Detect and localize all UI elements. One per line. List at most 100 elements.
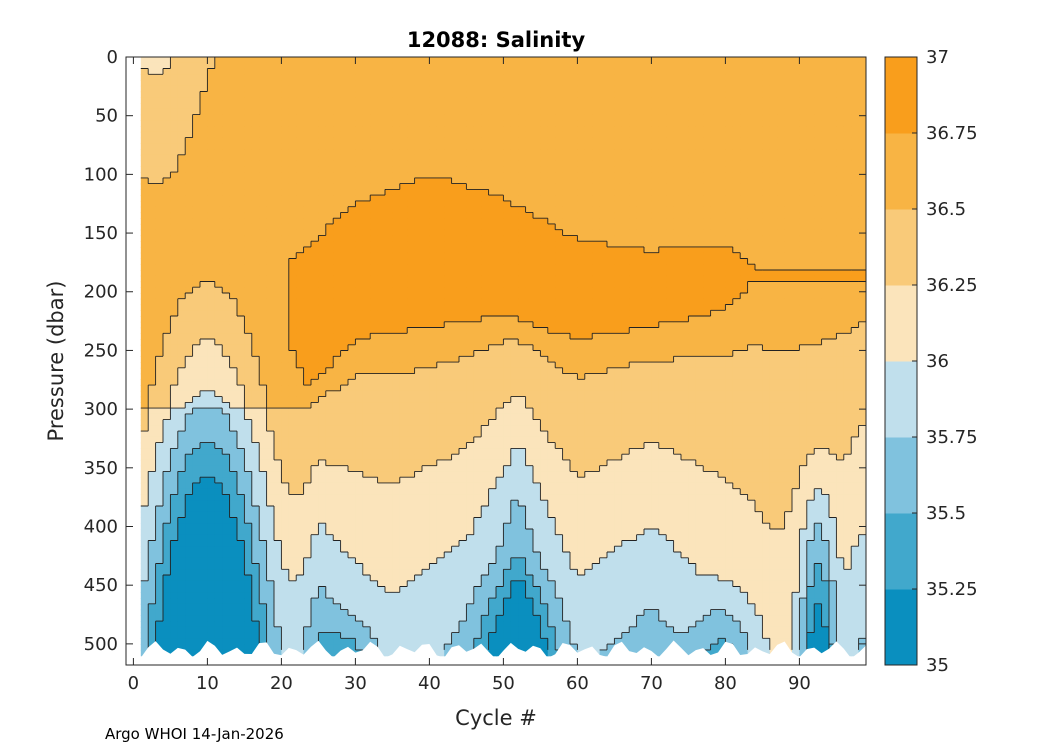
contour-cell bbox=[163, 408, 171, 415]
contour-cell bbox=[451, 575, 460, 582]
contour-cell bbox=[170, 195, 179, 202]
contour-cell bbox=[207, 471, 216, 478]
contour-cell bbox=[377, 621, 386, 628]
contour-cell bbox=[251, 270, 260, 277]
contour-cell bbox=[481, 540, 490, 547]
contour-cell bbox=[377, 482, 386, 490]
contour-cell bbox=[244, 459, 253, 467]
contour-cell bbox=[170, 552, 179, 559]
contour-cell bbox=[303, 310, 312, 317]
contour-cell bbox=[222, 281, 231, 288]
contour-cell bbox=[200, 120, 208, 127]
contour-cell bbox=[281, 149, 290, 156]
contour-cell bbox=[251, 350, 260, 357]
contour-cell bbox=[303, 396, 312, 403]
contour-cell bbox=[311, 557, 319, 565]
contour-cell bbox=[192, 126, 201, 133]
contour-cell bbox=[385, 413, 393, 421]
contour-cell bbox=[266, 195, 275, 202]
contour-cell bbox=[237, 638, 245, 645]
contour-cell bbox=[177, 482, 186, 490]
contour-cell bbox=[459, 62, 467, 70]
contour-cell bbox=[488, 241, 497, 248]
contour-cell bbox=[148, 471, 157, 478]
contour-cell bbox=[481, 362, 490, 369]
contour-cell bbox=[325, 385, 334, 392]
contour-cell bbox=[325, 321, 334, 329]
contour-cell bbox=[266, 206, 275, 214]
contour-cell bbox=[325, 598, 334, 605]
contour-cell bbox=[481, 373, 490, 380]
contour-cell bbox=[348, 632, 356, 639]
contour-cell bbox=[163, 477, 171, 484]
contour-cell bbox=[140, 534, 149, 542]
contour-cell bbox=[148, 436, 157, 444]
contour-cell bbox=[266, 413, 275, 421]
contour-cell bbox=[444, 362, 453, 369]
contour-cell bbox=[473, 569, 482, 576]
contour-cell bbox=[311, 448, 319, 455]
contour-cell bbox=[488, 126, 497, 133]
contour-cell bbox=[407, 183, 416, 190]
contour-cell bbox=[281, 223, 290, 231]
contour-cell bbox=[170, 431, 179, 438]
contour-cell bbox=[414, 569, 423, 576]
contour-cell bbox=[414, 229, 423, 237]
contour-cell bbox=[155, 195, 164, 202]
contour-cell bbox=[281, 459, 290, 467]
contour-cell bbox=[399, 264, 408, 271]
contour-cell bbox=[185, 143, 194, 150]
contour-cell bbox=[414, 177, 423, 185]
contour-cell bbox=[444, 91, 453, 98]
contour-cell bbox=[207, 316, 216, 323]
contour-cell bbox=[385, 316, 393, 323]
contour-cell bbox=[473, 293, 482, 300]
contour-cell bbox=[348, 615, 356, 622]
contour-cell bbox=[392, 172, 401, 179]
contour-cell bbox=[422, 321, 430, 329]
contour-cell bbox=[163, 431, 171, 438]
contour-cell bbox=[214, 379, 223, 386]
contour-cell bbox=[377, 575, 386, 582]
contour-cell bbox=[214, 373, 223, 380]
contour-cell bbox=[288, 557, 297, 565]
contour-cell bbox=[385, 523, 393, 530]
contour-cell bbox=[274, 431, 282, 438]
contour-cell bbox=[436, 183, 445, 190]
contour-cell bbox=[222, 390, 231, 398]
contour-cell bbox=[163, 500, 171, 507]
contour-cell bbox=[177, 362, 186, 369]
contour-cell bbox=[399, 97, 408, 104]
contour-cell bbox=[355, 356, 364, 363]
contour-cell bbox=[237, 575, 245, 582]
contour-cell bbox=[385, 85, 393, 93]
contour-cell bbox=[207, 91, 216, 98]
contour-cell bbox=[311, 367, 319, 375]
contour-cell bbox=[177, 212, 186, 219]
contour-cell bbox=[148, 580, 157, 588]
contour-cell bbox=[259, 592, 268, 599]
contour-cell bbox=[170, 436, 179, 444]
contour-cell bbox=[177, 85, 186, 93]
contour-cell bbox=[266, 500, 275, 507]
contour-cell bbox=[407, 339, 416, 346]
contour-cell bbox=[140, 632, 149, 639]
contour-cell bbox=[362, 321, 371, 329]
contour-cell bbox=[377, 246, 386, 254]
contour-cell bbox=[377, 252, 386, 260]
contour-cell bbox=[340, 419, 349, 426]
contour-cell bbox=[192, 287, 201, 294]
contour-cell bbox=[259, 534, 268, 542]
contour-cell bbox=[451, 402, 460, 409]
contour-cell bbox=[473, 270, 482, 277]
contour-cell bbox=[481, 74, 490, 81]
contour-cell bbox=[444, 425, 453, 432]
contour-cell bbox=[370, 68, 379, 75]
contour-cell bbox=[207, 482, 216, 490]
contour-cell bbox=[488, 85, 497, 93]
contour-cell bbox=[163, 563, 171, 570]
contour-cell bbox=[348, 482, 356, 490]
contour-cell bbox=[296, 598, 305, 605]
contour-cell bbox=[251, 327, 260, 334]
contour-cell bbox=[355, 270, 364, 277]
